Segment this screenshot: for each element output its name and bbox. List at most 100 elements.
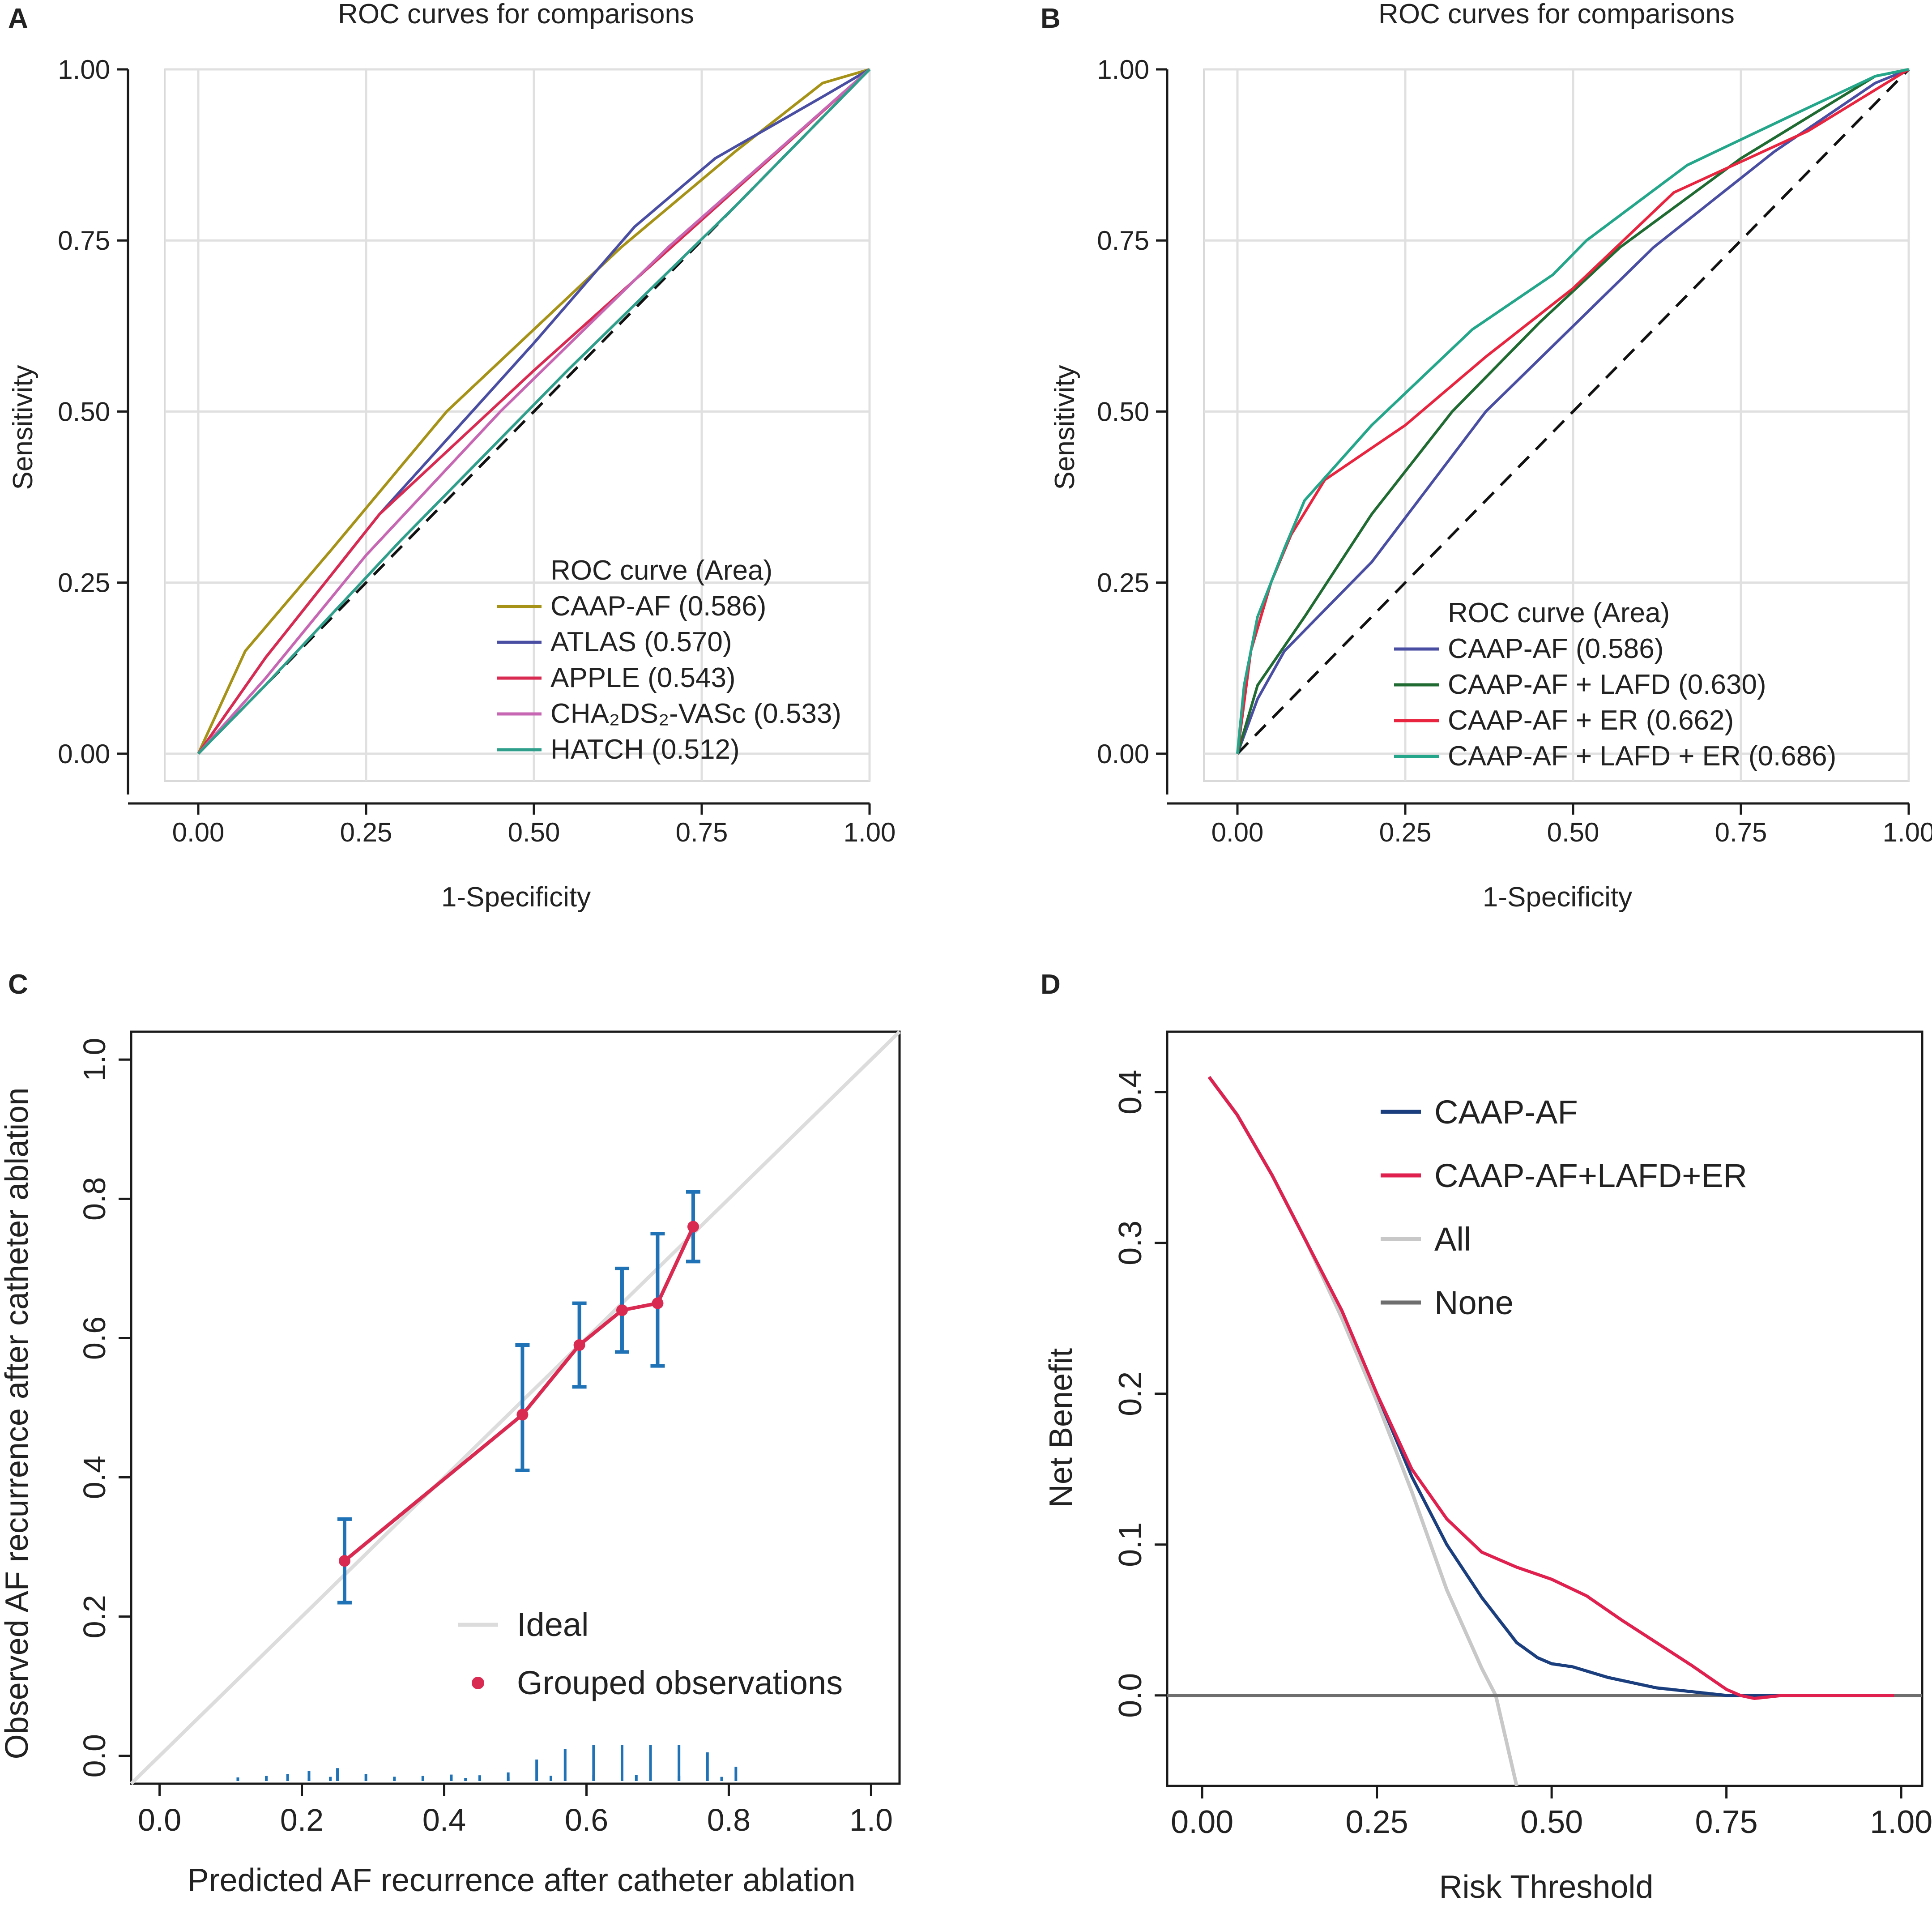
- grouped-observation-point: [687, 1221, 699, 1233]
- reference-diagonal: [1236, 68, 1910, 755]
- y-tick-label: 0.25: [58, 568, 110, 598]
- legend-entry: CAAP-AF: [1434, 1093, 1578, 1131]
- roc-curve: [1236, 68, 1909, 754]
- y-tick-label: 0.4: [77, 1456, 112, 1499]
- x-tick-label: 0.4: [422, 1802, 466, 1837]
- roc-curve: [1236, 68, 1910, 754]
- net-benefit-curve: [1207, 1076, 1894, 1700]
- x-tick-label: 1.0: [849, 1802, 893, 1837]
- y-tick-label: 1.00: [58, 55, 110, 85]
- grouped-observation-point: [516, 1409, 529, 1421]
- y-tick-label: 0.3: [1113, 1221, 1148, 1265]
- x-tick-label: 1.00: [844, 817, 896, 847]
- grouped-observation-point: [338, 1555, 350, 1567]
- panel-label-c: C: [8, 969, 28, 1000]
- legend-entry: CAAP-AF + LAFD (0.630): [1448, 669, 1766, 700]
- panel-label-a: A: [8, 3, 28, 34]
- panel-a-xlabel: 1-Specificity: [441, 882, 591, 913]
- panel-b-ylabel: Sensitivity: [1049, 365, 1080, 490]
- x-tick-label: 0.00: [1211, 817, 1264, 847]
- legend-entry: None: [1434, 1284, 1514, 1321]
- legend-entry: HATCH (0.512): [550, 734, 740, 765]
- x-tick-label: 0.25: [1346, 1804, 1408, 1840]
- panel-d-xlabel: Risk Threshold: [1439, 1869, 1654, 1905]
- x-tick-label: 0.50: [1520, 1804, 1583, 1840]
- x-tick-label: 0.50: [508, 817, 560, 847]
- y-tick-label: 1.0: [77, 1038, 112, 1081]
- x-tick-label: 0.2: [280, 1802, 324, 1837]
- y-tick-label: 0.50: [1097, 397, 1149, 427]
- plot-frame: [1166, 1030, 1923, 1787]
- legend-title: ROC curve (Area): [550, 555, 772, 586]
- panel-label-b: B: [1041, 3, 1061, 34]
- ideal-line: [130, 1030, 901, 1785]
- x-tick-label: 0.00: [1171, 1804, 1233, 1840]
- x-tick-label: 0.50: [1547, 817, 1599, 847]
- y-tick-label: 0.8: [77, 1177, 112, 1221]
- x-tick-label: 0.0: [138, 1802, 181, 1837]
- panel-b-xlabel: 1-Specificity: [1483, 882, 1632, 913]
- curves-group: [1167, 1076, 1922, 1786]
- y-tick-label: 0.50: [58, 397, 110, 427]
- y-tick-label: 1.00: [1097, 55, 1149, 85]
- roc-curve: [197, 68, 871, 755]
- legend-entry: APPLE (0.543): [550, 662, 736, 693]
- panel-a-roc-chart: 0.00 0.25 0.50 0.75 1.00 0.00 0.25 0.50 0.75 1.00…: [58, 55, 896, 847]
- y-tick-label: 0.00: [58, 739, 110, 769]
- y-tick-label: 0.1: [1113, 1522, 1148, 1567]
- reference-diagonal: [197, 68, 871, 755]
- x-tick-label: 0.25: [1379, 817, 1432, 847]
- y-tick-label: 0.25: [1097, 568, 1149, 598]
- x-tick-label: 0.00: [172, 817, 225, 847]
- legend-entry: ATLAS (0.570): [550, 627, 732, 658]
- panel-b-title: ROC curves for comparisons: [1378, 0, 1735, 30]
- x-tick-label: 0.8: [707, 1802, 751, 1837]
- y-tick-label: 0.00: [1097, 739, 1149, 769]
- calibration-line: [343, 1226, 695, 1563]
- panel-c-ylabel: Observed AF recurrence after catheter ab…: [0, 1088, 35, 1760]
- legend-entry: CAAP-AF + ER (0.662): [1448, 705, 1734, 736]
- panel-c-calibration-chart: 0.0 0.2 0.4 0.6 0.8 1.0 0.0 0.2 0.4 0.6 0.8 1.0 Idea…: [77, 1030, 901, 1837]
- panel-d-ylabel: Net Benefit: [1043, 1348, 1079, 1508]
- panel-b-roc-chart: 0.00 0.25 0.50 0.75 1.00 0.00 0.25 0.50 0.75 1.00…: [1097, 55, 1932, 847]
- roc-curve: [1236, 68, 1910, 754]
- y-tick-label: 0.2: [1113, 1371, 1148, 1416]
- grouped-observation-point: [616, 1304, 628, 1316]
- legend-entry: All: [1434, 1221, 1471, 1258]
- x-tick-label: 0.75: [676, 817, 728, 847]
- y-tick-label: 0.0: [77, 1734, 112, 1777]
- x-tick-label: 0.75: [1715, 817, 1767, 847]
- legend-entry: CAAP-AF+LAFD+ER: [1434, 1157, 1747, 1194]
- y-tick-label: 0.6: [77, 1316, 112, 1360]
- grouped-observation-point: [573, 1339, 585, 1351]
- x-tick-label: 1.00: [1883, 817, 1932, 847]
- roc-curve: [197, 68, 871, 755]
- panel-c-xlabel: Predicted AF recurrence after catheter a…: [188, 1862, 856, 1898]
- plot-frame: [130, 1030, 901, 1785]
- legend-swatch-points: [472, 1677, 484, 1689]
- grouped-observation-point: [652, 1297, 664, 1309]
- x-tick-label: 0.25: [340, 817, 392, 847]
- panel-label-d: D: [1041, 969, 1061, 1000]
- roc-curve: [197, 68, 870, 755]
- roc-curve: [1236, 68, 1909, 754]
- y-tick-label: 0.4: [1113, 1070, 1148, 1115]
- legend-entry: CAAP-AF (0.586): [1448, 633, 1663, 664]
- y-tick-label: 0.75: [1097, 226, 1149, 256]
- legend-entry: CAAP-AF (0.586): [550, 591, 766, 622]
- x-tick-label: 1.00: [1870, 1804, 1932, 1840]
- panel-a-title: ROC curves for comparisons: [338, 0, 694, 30]
- legend-entry-points: Grouped observations: [517, 1664, 843, 1701]
- panel-d-decision-curve-chart: 0.00 0.25 0.50 0.75 1.00 0.0 0.1 0.2 0.3 0.4 CAAP-…: [1113, 1030, 1932, 1840]
- x-tick-label: 0.6: [565, 1802, 608, 1837]
- legend-entry: CHA₂DS₂-VASc (0.533): [550, 698, 841, 729]
- roc-curve: [197, 68, 870, 755]
- y-tick-label: 0.0: [1113, 1673, 1148, 1718]
- legend-title: ROC curve (Area): [1448, 598, 1670, 628]
- legend-entry: CAAP-AF + LAFD + ER (0.686): [1448, 741, 1836, 772]
- y-tick-label: 0.75: [58, 226, 110, 256]
- panel-a-ylabel: Sensitivity: [8, 365, 38, 490]
- x-tick-label: 0.75: [1695, 1804, 1758, 1840]
- y-tick-label: 0.2: [77, 1595, 112, 1638]
